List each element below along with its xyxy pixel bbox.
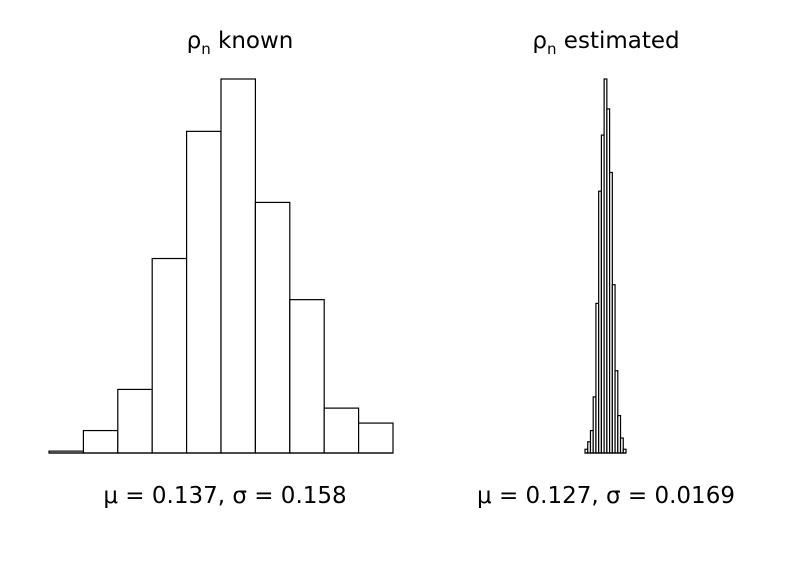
left-panel-title: ρn known (187, 28, 294, 58)
left-histogram-bar-6 (254, 201, 291, 454)
left-histogram-bar-8 (323, 407, 360, 454)
left-histogram-bar-1 (82, 429, 119, 454)
left-histogram-bar-2 (117, 388, 153, 454)
right-panel-stats: μ = 0.127, σ = 0.0169 (477, 483, 735, 509)
left-histogram-bar-9 (358, 422, 394, 454)
left-histogram-bar-5 (220, 78, 257, 454)
left-histogram-bar-4 (186, 130, 222, 454)
right-histogram (584, 78, 627, 454)
left-histogram-bar-3 (151, 257, 188, 454)
left-histogram-bar-7 (289, 299, 325, 454)
left-panel-stats: μ = 0.137, σ = 0.158 (103, 483, 346, 509)
left-histogram (48, 78, 394, 454)
right-panel-title: ρn estimated (532, 28, 679, 58)
